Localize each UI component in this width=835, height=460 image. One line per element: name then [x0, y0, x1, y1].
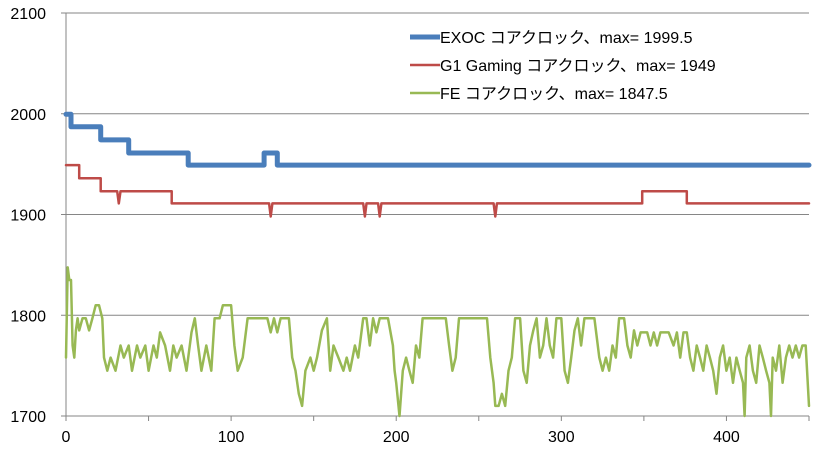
- x-tick-label-400: 400: [713, 429, 740, 446]
- x-tick-label-100: 100: [218, 429, 245, 446]
- series-lines: [63, 111, 812, 418]
- x-tick-label-300: 300: [548, 429, 575, 446]
- x-tick-labels: 0 100 200 300 400: [62, 429, 740, 446]
- y-tick-label-1800: 1800: [10, 308, 46, 325]
- y-tick-label-2000: 2000: [10, 107, 46, 124]
- legend: EXOC コアクロック、max= 1999.5 G1 Gaming コアクロック、…: [410, 29, 716, 103]
- x-tick-label-0: 0: [62, 429, 71, 446]
- series-line-0: [63, 111, 812, 168]
- gridlines: [66, 12, 809, 316]
- series-line-1: [64, 163, 811, 218]
- legend-label-0: EXOC コアクロック、max= 1999.5: [440, 29, 693, 47]
- legend-label-2: FE コアクロック、max= 1847.5: [440, 85, 668, 103]
- y-tick-label-1700: 1700: [10, 409, 46, 426]
- legend-label-1: G1 Gaming コアクロック、max= 1949: [440, 57, 716, 75]
- y-tick-label-2100: 2100: [10, 6, 46, 23]
- y-tick-labels: 1700 1800 1900 2000 2100: [10, 6, 46, 426]
- x-tick-label-200: 200: [383, 429, 410, 446]
- y-tick-label-1900: 1900: [10, 208, 46, 225]
- series-line-2: [64, 266, 811, 418]
